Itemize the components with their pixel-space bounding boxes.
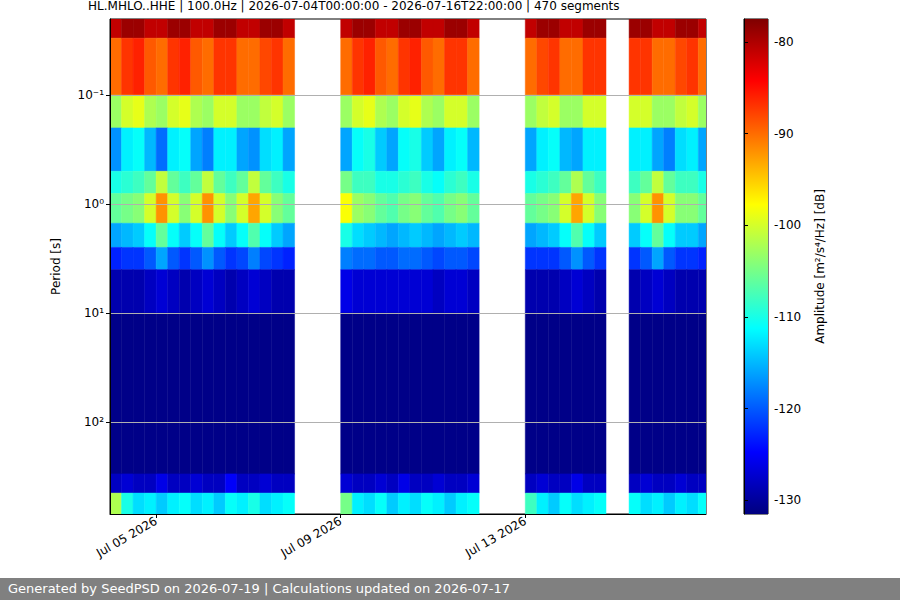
svg-text:HL.MHLO..HHE | 100.0Hz | 2026-: HL.MHLO..HHE | 100.0Hz | 2026-07-04T00:0…	[88, 0, 620, 13]
svg-text:-130: -130	[774, 493, 801, 507]
svg-text:-120: -120	[774, 402, 801, 416]
svg-text:-100: -100	[774, 218, 801, 232]
svg-text:10⁻¹: 10⁻¹	[78, 88, 105, 102]
svg-text:10¹: 10¹	[84, 306, 104, 320]
svg-text:Jul 09 2026: Jul 09 2026	[278, 514, 345, 561]
svg-text:Jul 13 2026: Jul 13 2026	[462, 514, 529, 561]
svg-text:Amplitude [m²/s⁴/Hz] [dB]: Amplitude [m²/s⁴/Hz] [dB]	[813, 189, 827, 344]
svg-text:Generated by SeedPSD on 2026-0: Generated by SeedPSD on 2026-07-19 | Cal…	[8, 581, 510, 596]
svg-text:Period [s]: Period [s]	[49, 238, 63, 295]
svg-text:-110: -110	[774, 310, 801, 324]
svg-text:-80: -80	[774, 35, 794, 49]
svg-text:-90: -90	[774, 127, 794, 141]
svg-text:10⁰: 10⁰	[84, 197, 104, 211]
svg-text:10²: 10²	[84, 415, 104, 429]
svg-text:Jul 05 2026: Jul 05 2026	[93, 514, 160, 561]
